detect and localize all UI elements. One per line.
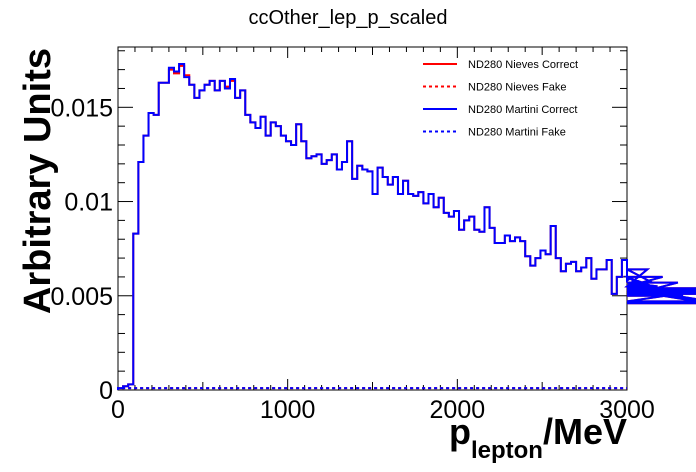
axis-ticks (117, 47, 628, 391)
legend: ND280 Nieves Correct ND280 Nieves Fake ND2… (423, 59, 578, 139)
series-line-nd280-martini-correct (117, 62, 696, 390)
x-tick-label: 2000 (430, 396, 486, 424)
chart-title: ccOther_lep_p_scaled (248, 7, 447, 29)
legend-entry-label: ND280 Martini Fake (468, 127, 566, 139)
y-tick-label: 0.01 (64, 189, 113, 217)
legend-entry-label: ND280 Nieves Fake (468, 82, 566, 94)
x-tick-label: 0 (111, 396, 125, 424)
x-axis-title-subscript: lepton (471, 437, 543, 464)
series-line-nd280-nieves-correct (117, 64, 696, 390)
x-tick-label: 1000 (260, 396, 316, 424)
x-axis-title-unit: /MeV (543, 411, 627, 452)
x-axis-title: plepton/MeV (449, 411, 627, 464)
series-layer (117, 62, 696, 390)
series-line-nd280-martini-fake (117, 387, 627, 390)
y-tick-label: 0 (99, 377, 113, 405)
x-tick-label: 3000 (599, 396, 655, 424)
y-tick-label: 0.015 (50, 94, 113, 122)
y-axis-title: Arbitrary Units (17, 48, 59, 314)
legend-entry-label: ND280 Nieves Correct (468, 59, 578, 71)
legend-entry-label: ND280 Martini Correct (468, 104, 577, 116)
axis-tick-labels: 0 1000 2000 3000 0 0.005 0.01 0.015 (50, 94, 654, 424)
x-axis-title-main: p (449, 411, 471, 452)
y-tick-label: 0.005 (50, 283, 113, 311)
